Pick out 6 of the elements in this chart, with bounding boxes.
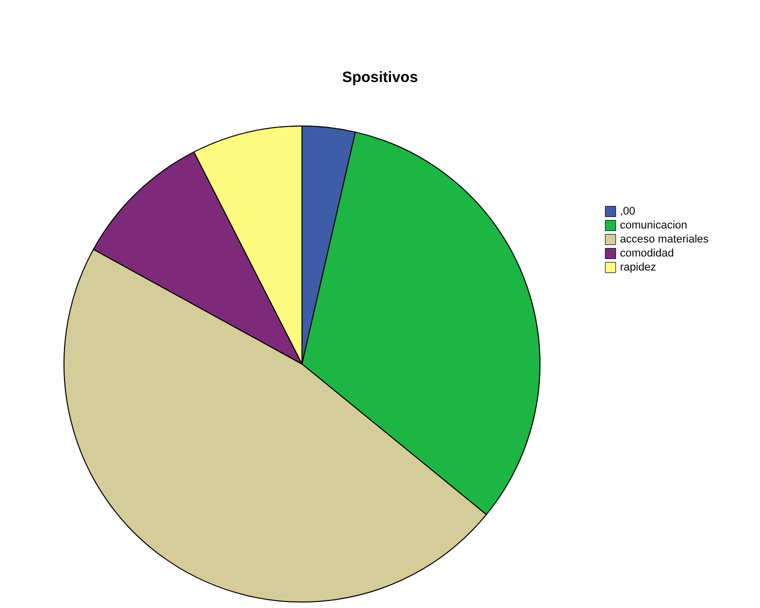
legend-label: comunicacion xyxy=(620,220,688,232)
legend-label: rapidez xyxy=(620,262,656,274)
chart-title: Spositivos xyxy=(342,69,418,86)
legend-label: acceso materiales xyxy=(620,234,710,246)
legend-label: comodidad xyxy=(620,248,674,260)
legend-label: ,00 xyxy=(620,206,636,218)
